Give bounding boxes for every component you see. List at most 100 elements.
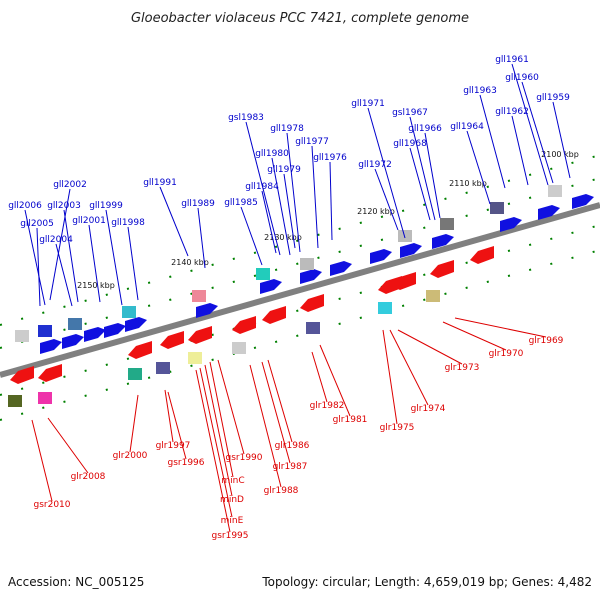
forward-leader-line — [36, 227, 41, 307]
forward-leader-line — [197, 207, 206, 269]
forward-leader-line — [409, 116, 436, 221]
reverse-gene-arrow — [300, 294, 324, 312]
forward-gene-label[interactable]: gll1964 — [450, 122, 484, 132]
reverse-gene-label[interactable]: glr1974 — [411, 404, 446, 414]
genome-axis — [0, 202, 600, 378]
forward-leader-line — [479, 94, 506, 189]
reverse-gene-label[interactable]: gsr2010 — [33, 500, 70, 510]
forward-leader-line — [511, 115, 529, 186]
forward-gene-arrow — [432, 234, 454, 249]
reverse-gene-label[interactable]: glr1986 — [275, 441, 310, 451]
forward-gene-label[interactable]: gll2004 — [39, 235, 73, 245]
feature-block — [38, 325, 52, 337]
accession-text: Accession: NC_005125 — [8, 575, 144, 589]
feature-block — [490, 202, 504, 214]
forward-leader-line — [63, 209, 79, 303]
feature-block — [68, 318, 82, 330]
forward-leader-line — [88, 224, 101, 303]
forward-gene-label[interactable]: gll1998 — [111, 218, 145, 228]
forward-leader-line — [55, 243, 73, 307]
forward-leader-line — [283, 173, 296, 249]
forward-gene-label[interactable]: gll1971 — [351, 99, 385, 109]
forward-gene-label[interactable]: gll1978 — [270, 124, 304, 134]
forward-leader-line — [159, 186, 189, 257]
forward-gene-label[interactable]: gll1980 — [255, 149, 289, 159]
kbp-tick-label: 2120 kbp — [357, 207, 395, 216]
reverse-gene-label[interactable]: glr1997 — [156, 441, 191, 451]
forward-gene-label[interactable]: gll1961 — [495, 55, 529, 65]
gene-labels: gll1961 gll1960 gll1959 gll1963 gll1962 gll19… — [8, 55, 570, 541]
reverse-leader-line — [442, 321, 507, 351]
forward-gene-label[interactable]: gll2002 — [53, 180, 87, 190]
forward-gene-label[interactable]: gll1966 — [408, 124, 442, 134]
feature-block — [378, 302, 392, 314]
kbp-tick-label: 2110 kbp — [449, 179, 487, 188]
forward-gene-arrow — [400, 243, 422, 258]
forward-leader-line — [49, 188, 71, 301]
feature-block — [306, 322, 320, 334]
reverse-gene-label[interactable]: glr1981 — [333, 415, 368, 425]
feature-block — [15, 330, 29, 342]
genome-summary-text: Topology: circular; Length: 4,659,019 bp… — [261, 575, 592, 589]
forward-gene-label[interactable]: gll1960 — [505, 73, 539, 83]
reverse-gene-label[interactable]: glr1988 — [264, 486, 299, 496]
forward-gene-arrow — [500, 217, 522, 232]
forward-gene-label[interactable]: gsl1967 — [392, 108, 428, 118]
reverse-gene-label[interactable]: glr1970 — [489, 349, 524, 359]
forward-gene-label[interactable]: gll1989 — [181, 199, 215, 209]
reverse-gene-label[interactable]: gsr1995 — [211, 531, 248, 541]
reverse-gene-label[interactable]: glr2000 — [113, 451, 148, 461]
feature-block — [256, 268, 270, 280]
forward-gene-label[interactable]: gll2001 — [72, 216, 106, 226]
forward-leader-line — [374, 168, 399, 231]
forward-gene-label[interactable]: gll2006 — [8, 201, 42, 211]
feature-block — [188, 352, 202, 364]
forward-gene-label[interactable]: gll1991 — [143, 178, 177, 188]
reverse-leader-line — [389, 329, 429, 406]
forward-gene-arrow — [125, 317, 147, 332]
reverse-gene-label[interactable]: glr2008 — [71, 472, 106, 482]
reverse-gene-label[interactable]: glr1975 — [380, 423, 415, 433]
kbp-ticks: 2100 kbp 2110 kbp 2120 kbp 2130 kbp 2140 kbp… — [77, 150, 579, 290]
reverse-gene-label[interactable]: minE — [221, 516, 244, 526]
feature-block — [8, 395, 22, 407]
kbp-tick-label: 2100 kbp — [541, 150, 579, 159]
reverse-leader-line — [31, 419, 53, 502]
forward-gene-label[interactable]: gll1984 — [245, 182, 279, 192]
forward-gene-label[interactable]: gll1968 — [393, 139, 427, 149]
reverse-gene-label[interactable]: glr1987 — [273, 462, 308, 472]
forward-leader-line — [329, 161, 333, 241]
forward-leader-line — [261, 190, 277, 254]
reverse-gene-label[interactable]: minD — [220, 495, 244, 505]
reverse-leader-line — [129, 394, 139, 453]
forward-gene-label[interactable]: gsl1983 — [228, 113, 264, 123]
forward-leader-line — [424, 132, 441, 219]
forward-gene-label[interactable]: gll1977 — [295, 137, 329, 147]
forward-gene-label[interactable]: gll1979 — [267, 165, 301, 175]
reverse-gene-arrow — [188, 326, 212, 344]
reverse-gene-label[interactable]: gsr1990 — [225, 453, 262, 463]
feature-block — [156, 362, 170, 374]
reverse-gene-label[interactable]: glr1982 — [310, 401, 345, 411]
forward-gene-label[interactable]: gll1999 — [89, 201, 123, 211]
forward-gene-label[interactable]: gll1976 — [313, 153, 347, 163]
reverse-leader-line — [199, 367, 233, 518]
forward-gene-label[interactable]: gll2003 — [47, 201, 81, 211]
forward-leader-line — [271, 157, 291, 256]
reverse-gene-label[interactable]: minC — [221, 476, 244, 486]
reverse-gene-label[interactable]: glr1973 — [445, 363, 480, 373]
reverse-gene-label[interactable]: glr1969 — [529, 336, 564, 346]
kbp-tick-label: 2140 kbp — [171, 258, 209, 267]
forward-gene-label[interactable]: gll1972 — [358, 160, 392, 170]
genome-tracks — [0, 154, 600, 421]
forward-gene-label[interactable]: gll1962 — [495, 107, 529, 117]
forward-gene-label[interactable]: gll1963 — [463, 86, 497, 96]
reverse-leader-line — [164, 389, 174, 443]
forward-leader-line — [240, 206, 263, 266]
map-title: Gloeobacter violaceus PCC 7421, complete… — [131, 11, 469, 26]
forward-gene-label[interactable]: gll1959 — [536, 93, 570, 103]
forward-gene-label[interactable]: gll1985 — [224, 198, 258, 208]
reverse-gene-label[interactable]: gsr1996 — [167, 458, 204, 468]
forward-gene-label[interactable]: gll2005 — [20, 219, 54, 229]
reverse-gene-arrow — [262, 306, 286, 324]
